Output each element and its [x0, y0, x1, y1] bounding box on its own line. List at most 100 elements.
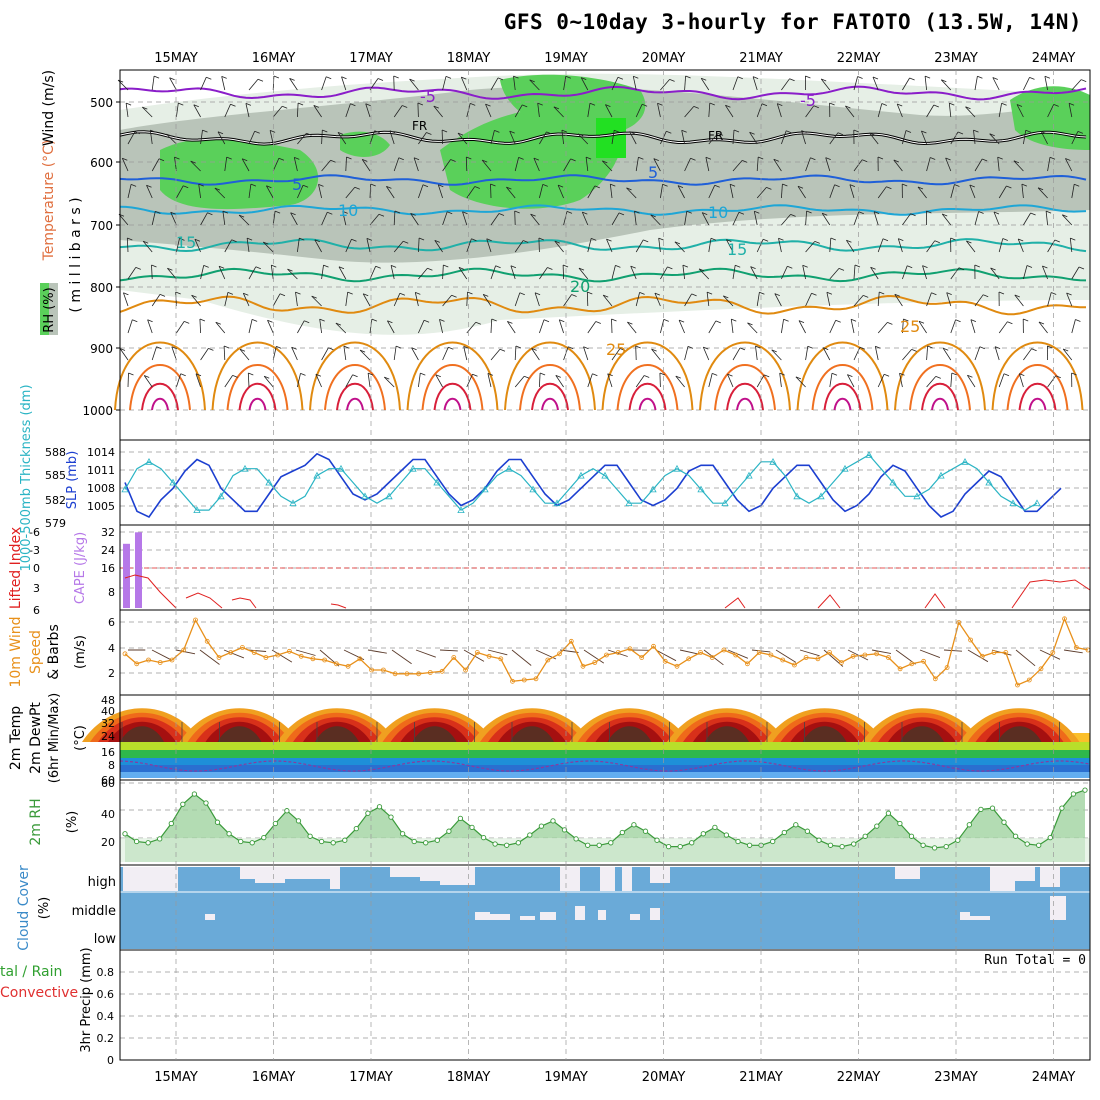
wind-barb-10m	[679, 649, 700, 655]
wind-barb-flag	[946, 292, 952, 295]
rh-marker	[261, 834, 267, 841]
wind-barb	[678, 319, 685, 334]
wind-barb	[729, 184, 734, 199]
wind-barb-flag	[834, 184, 840, 188]
wind-barb-flag	[685, 75, 691, 79]
wind-barb-flag	[174, 156, 180, 160]
wind-barb-flag	[524, 375, 530, 379]
rh-marker	[365, 810, 371, 816]
thickness-marker	[457, 506, 465, 513]
wind-barb-flag	[943, 347, 949, 351]
thickness-marker	[505, 464, 513, 472]
wind-barb	[948, 103, 952, 118]
wind-barb	[1040, 131, 1048, 145]
wind-barb-flag	[245, 103, 252, 106]
wind-speed-marker	[345, 663, 351, 669]
wind-barb	[611, 212, 620, 226]
wind-barb	[345, 187, 356, 199]
wind-barb	[533, 157, 540, 172]
wind-barb	[200, 77, 207, 91]
wind-speed-marker	[1073, 645, 1079, 650]
wind-barb-flag	[742, 160, 748, 163]
wind-barb-flag	[1054, 239, 1060, 243]
wind-barb	[442, 159, 451, 172]
wind-barb	[801, 130, 806, 145]
wind-speed-marker	[979, 653, 985, 659]
temp-mountain	[997, 726, 1042, 742]
wind-barb-flag	[295, 291, 301, 295]
wind-barb	[267, 320, 274, 334]
wind-barb-flag	[409, 78, 415, 82]
rh-marker	[469, 824, 475, 831]
wind-barb-10m	[175, 649, 196, 655]
wind-barb	[945, 157, 952, 172]
cloud-gap-high	[1015, 867, 1035, 881]
bl-contour-inner	[141, 382, 179, 411]
wind-barb	[345, 292, 349, 307]
ytick-temp: 48	[101, 694, 115, 707]
wind-barb-flag	[370, 183, 376, 187]
wind-barb	[418, 268, 428, 280]
wind-barb	[1047, 375, 1057, 388]
wind-barb-flag	[797, 185, 804, 189]
bl-contour-outer	[991, 341, 1084, 411]
wind-barb	[297, 133, 307, 145]
cloud-level-high: high	[88, 875, 116, 890]
panel-frame	[119, 524, 1091, 611]
wind-barb-flag	[554, 240, 560, 244]
wind-barb-flag	[663, 319, 669, 322]
ytick-pressure: 800	[90, 281, 113, 295]
wind-barb-flag	[717, 133, 724, 136]
wind-barb	[514, 345, 517, 361]
wind-barb	[950, 267, 960, 280]
wind-barb-flag	[869, 132, 875, 136]
wind-barb	[674, 241, 685, 253]
rh-marker	[145, 840, 151, 846]
wind-barb-flag	[907, 265, 913, 269]
wind-barb	[994, 346, 1000, 361]
wind-barb-flag	[354, 186, 360, 190]
wind-barb	[586, 291, 589, 307]
wind-barb-flag	[346, 156, 352, 160]
wind-barb-flag	[714, 184, 720, 188]
bl-contour-core	[638, 397, 657, 411]
wind-barb	[490, 183, 492, 199]
rh-marker	[966, 822, 972, 828]
wind-barb	[1047, 104, 1055, 118]
wind-barb-flag	[134, 131, 140, 135]
ytick-precip: 0.2	[97, 1032, 115, 1045]
wind-barb-10m	[415, 649, 436, 658]
rh-marker	[608, 840, 614, 846]
bl-contour-core	[931, 397, 949, 411]
bl-contour-core	[151, 397, 169, 411]
wind-barb-flag	[658, 237, 664, 241]
ytick-wind: 2	[108, 667, 115, 680]
rh-marker	[284, 808, 290, 814]
wind-barb-flag	[837, 132, 844, 136]
wind-barb-flag	[967, 374, 973, 378]
wind-barb	[367, 373, 371, 388]
wind-barb-flag	[733, 129, 740, 133]
contour-label-t_m5b: -5	[800, 91, 816, 110]
wind-barb-flag	[486, 238, 492, 242]
wind-barb-flag	[825, 157, 831, 160]
thickness-marker	[937, 471, 945, 479]
wind-barb	[853, 159, 863, 172]
wind-barb	[654, 292, 661, 307]
wind-barb-flag	[978, 211, 984, 214]
wind-barb	[442, 211, 448, 226]
wind-barb-flag	[507, 321, 513, 324]
wind-speed-marker	[909, 661, 915, 667]
wind-barb	[369, 266, 377, 280]
wind-barb-flag	[752, 76, 759, 79]
wind-barb-flag	[1065, 158, 1071, 161]
wind-barb-flag	[490, 183, 496, 187]
wind-barb	[1044, 76, 1048, 91]
wind-barb	[342, 211, 347, 226]
thickness-marker	[145, 457, 153, 465]
rh-marker	[353, 825, 359, 832]
wind-barb-flag	[1021, 183, 1028, 187]
wind-barb-flag	[638, 156, 644, 160]
ytick-precip: 0.4	[97, 1010, 115, 1023]
wind-barb	[531, 348, 540, 361]
